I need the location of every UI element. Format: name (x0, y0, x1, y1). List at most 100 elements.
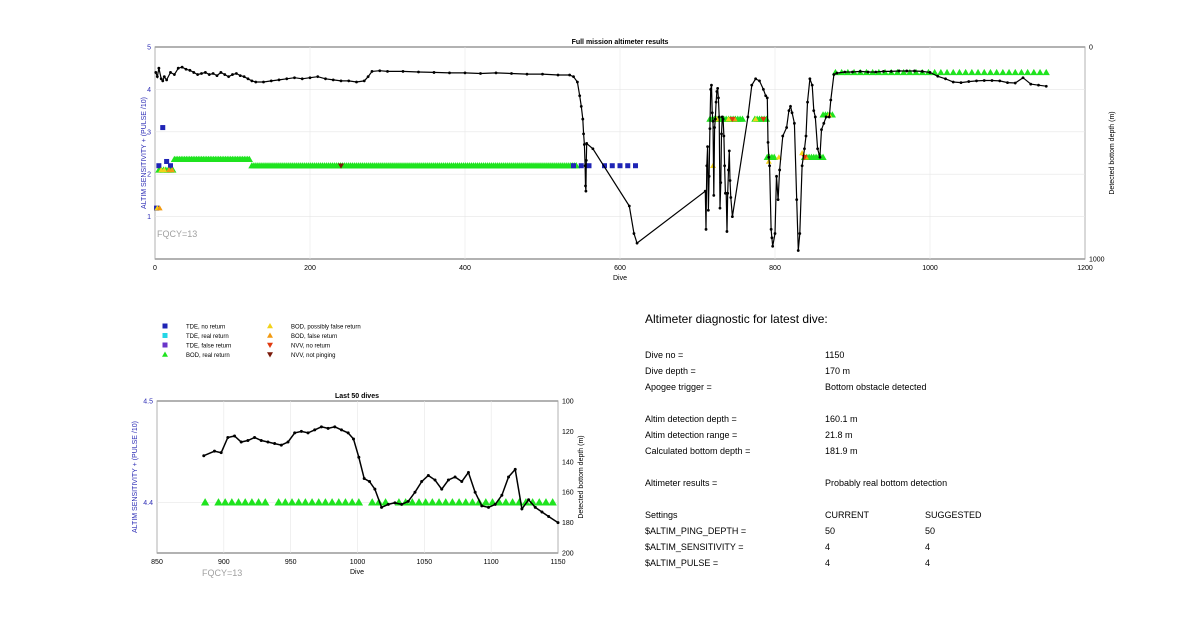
main-depth-point (180, 65, 184, 69)
main-depth-point (803, 147, 806, 151)
main-x-tick-label: 1200 (1077, 265, 1093, 272)
main-depth-point (584, 184, 587, 188)
legend-label: BOD, possibly false return (291, 324, 361, 330)
main-depth-point (719, 181, 723, 185)
setting-row: $ALTIM_SENSITIVITY = 4 4 (645, 539, 1165, 555)
main-depth-point (725, 230, 729, 233)
detection-range-label: Altim detection range = (645, 430, 738, 440)
small-depth-point (486, 505, 490, 509)
main-depth-point (982, 79, 986, 82)
main-depth-point (813, 115, 817, 119)
main-depth-point (635, 241, 639, 245)
main-depth-point (366, 75, 370, 79)
main-depth-point (575, 80, 579, 84)
main-depth-point (463, 71, 467, 75)
small-y-axis-label: ALTIM SENSITIVITY + (PULSE /10) (132, 421, 139, 533)
small-depth-point (362, 477, 366, 481)
main-marker (633, 163, 638, 169)
main-bod-real-marker (738, 115, 747, 122)
main-depth-point (730, 215, 734, 219)
calculated-depth-row: Calculated bottom depth = 181.9 m (645, 443, 1165, 459)
main-depth-point (706, 145, 709, 149)
main-depth-point (710, 83, 713, 87)
legend-label: BOD, false return (291, 334, 337, 340)
legend-marker (162, 333, 168, 338)
main-depth-point (800, 164, 804, 168)
main-depth-point (818, 155, 822, 159)
main-marker (168, 163, 173, 169)
main-depth-point (822, 121, 826, 125)
small-fqcy-annotation: FQCY=13 (202, 568, 242, 578)
main-depth-point (269, 79, 273, 83)
small-bod-real-marker (535, 498, 544, 506)
settings-header-row: Settings CURRENT SUGGESTED (645, 507, 1165, 523)
main-depth-point (155, 75, 159, 79)
main-depth-point (708, 127, 712, 131)
main-x-tick-label: 0 (153, 265, 157, 272)
small-tick-labels: 850 900 950 1000 1050 1100 1150 4.4 4.5 100 120 140… (143, 399, 574, 567)
small-bod-real-marker (494, 498, 504, 506)
small-bod-real-marker (454, 498, 464, 506)
small-depth-point (333, 425, 337, 429)
small-depth-point (406, 499, 410, 503)
main-marker (729, 116, 736, 123)
main-depth-point (161, 79, 165, 83)
small-bod-real-marker (307, 498, 317, 506)
main-depth-point (717, 96, 720, 100)
main-depth-point (944, 77, 947, 81)
main-depth-point (324, 77, 327, 81)
main-depth-point (417, 70, 420, 74)
main-x-axis-label: Dive (613, 275, 627, 282)
main-depth-point (211, 72, 215, 75)
small-depth-point (233, 434, 237, 438)
legend-label: NVV, no return (291, 343, 330, 349)
main-depth-point (761, 88, 765, 91)
main-depth-point (717, 115, 721, 119)
small-bod-real-marker (301, 498, 310, 506)
main-depth-point (889, 69, 893, 73)
legend-marker (267, 323, 273, 329)
main-depth-point (200, 72, 203, 75)
main-depth-point (585, 142, 589, 145)
small-bod-real-marker (368, 498, 377, 506)
small-bod-real-marker (294, 498, 303, 506)
main-bod-real-marker (1030, 68, 1038, 76)
small-bod-real-marker (281, 498, 290, 506)
main-bod-real-marker (962, 68, 970, 76)
main-depth-point (578, 94, 582, 98)
main-depth-point (835, 71, 839, 75)
main-depth-point (246, 77, 250, 81)
current-header: CURRENT (825, 510, 869, 520)
dive-depth-value: 170 m (825, 366, 851, 376)
legend-marker (162, 323, 168, 329)
small-depth-point (226, 435, 230, 439)
setting-name: $ALTIM_SENSITIVITY = (645, 542, 744, 552)
small-x-tick-label: 1100 (484, 559, 499, 566)
setting-suggested: 50 (925, 526, 936, 536)
small-depth-point (426, 473, 430, 477)
main-depth-point (165, 78, 169, 82)
main-marker (625, 163, 631, 169)
main-depth-point (767, 155, 771, 159)
main-x-tick-label: 800 (769, 265, 781, 272)
main-bod-real-marker (762, 115, 771, 122)
small-depth-point (386, 502, 390, 506)
altimeter-results-label: Altimeter results = (645, 478, 718, 488)
main-bod-real-marker (986, 68, 995, 76)
apogee-trigger-value: Bottom obstacle detected (825, 382, 927, 392)
legend-marker (267, 342, 273, 348)
main-chart-title: Full mission altimeter results (572, 39, 669, 46)
small-depth-point (368, 480, 372, 484)
main-depth-point (706, 208, 710, 212)
main-depth-point (770, 236, 774, 240)
main-depth-point (851, 70, 854, 74)
main-bod-real-marker (819, 153, 827, 160)
main-depth-point (806, 100, 809, 104)
small-bod-real-marker (327, 498, 337, 506)
main-depth-point (172, 73, 176, 76)
main-depth-point (764, 94, 768, 98)
setting-suggested: 4 (925, 542, 931, 552)
small-y2-tick-label: 180 (562, 520, 574, 527)
main-depth-point (897, 69, 901, 73)
main-depth-point (808, 77, 812, 81)
